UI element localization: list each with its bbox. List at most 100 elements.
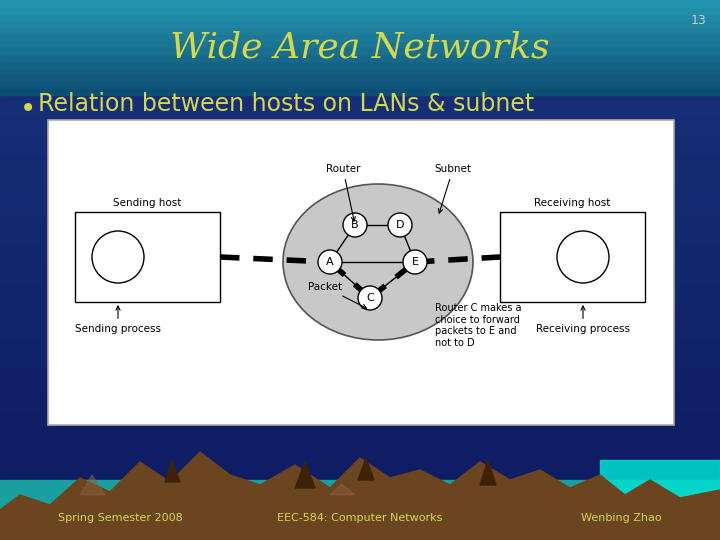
Bar — [0, 216, 720, 222]
Circle shape — [343, 213, 367, 237]
Ellipse shape — [283, 184, 473, 340]
Bar — [0, 256, 720, 263]
Bar — [0, 94, 720, 102]
Bar — [0, 60, 720, 68]
Bar — [0, 519, 720, 526]
Bar — [0, 249, 720, 256]
Polygon shape — [165, 460, 180, 482]
Bar — [0, 500, 720, 507]
Bar — [0, 148, 720, 156]
Bar — [0, 128, 720, 135]
Bar — [0, 162, 720, 168]
Text: Subnet: Subnet — [434, 164, 472, 213]
Bar — [0, 102, 720, 108]
Bar — [0, 378, 720, 384]
Circle shape — [388, 213, 412, 237]
Bar — [0, 411, 720, 418]
Bar — [0, 480, 720, 486]
Polygon shape — [480, 460, 496, 485]
Bar — [0, 237, 720, 243]
Bar — [0, 68, 720, 74]
Bar — [0, 189, 720, 195]
Text: D: D — [396, 220, 404, 230]
Text: Spring Semester 2008: Spring Semester 2008 — [58, 513, 183, 523]
Text: 13: 13 — [690, 14, 706, 27]
Bar — [0, 310, 720, 317]
Bar — [0, 446, 720, 453]
Bar — [0, 276, 720, 284]
Bar — [0, 6, 720, 14]
Bar — [0, 108, 720, 115]
Text: C: C — [366, 293, 374, 303]
Bar — [0, 432, 720, 438]
Bar — [0, 486, 720, 492]
Text: Wenbing Zhao: Wenbing Zhao — [581, 513, 662, 523]
Bar — [0, 141, 720, 149]
Bar — [0, 513, 720, 519]
Bar — [0, 324, 720, 330]
Bar — [0, 122, 720, 128]
Text: Router C makes a
choice to forward
packets to E and
not to D: Router C makes a choice to forward packe… — [435, 303, 521, 348]
Bar — [0, 392, 720, 399]
Circle shape — [358, 286, 382, 310]
Bar — [0, 418, 720, 426]
Bar — [0, 526, 720, 534]
Text: Relation between hosts on LANs & subnet: Relation between hosts on LANs & subnet — [38, 92, 534, 116]
Bar — [0, 303, 720, 310]
Bar — [0, 507, 720, 513]
Bar — [0, 33, 720, 40]
Bar — [0, 230, 720, 237]
Text: Receiving host: Receiving host — [534, 198, 611, 208]
Bar — [0, 27, 720, 33]
Text: E: E — [412, 257, 418, 267]
Bar — [0, 384, 720, 391]
Bar — [0, 372, 720, 378]
Text: Sending process: Sending process — [75, 306, 161, 334]
Polygon shape — [80, 475, 105, 495]
Bar — [0, 338, 720, 345]
Bar — [0, 399, 720, 405]
Bar — [0, 168, 720, 176]
Polygon shape — [358, 458, 374, 480]
Bar — [0, 195, 720, 202]
Bar — [0, 183, 720, 189]
Bar — [0, 243, 720, 249]
Bar — [0, 202, 720, 209]
Text: A: A — [326, 257, 334, 267]
Bar — [0, 351, 720, 357]
Bar — [0, 480, 720, 540]
Bar — [600, 460, 720, 540]
Bar — [0, 263, 720, 270]
Bar — [0, 284, 720, 291]
Text: EEC-584: Computer Networks: EEC-584: Computer Networks — [277, 513, 443, 523]
Bar — [0, 472, 720, 480]
Bar — [500, 212, 645, 302]
Text: Receiving process: Receiving process — [536, 306, 630, 334]
Bar — [0, 47, 720, 54]
Bar — [0, 291, 720, 297]
Bar — [0, 357, 720, 364]
Bar — [0, 20, 720, 27]
Bar — [0, 453, 720, 459]
Bar — [0, 317, 720, 324]
Circle shape — [318, 250, 342, 274]
Bar — [0, 270, 720, 276]
Bar — [0, 405, 720, 411]
Bar — [0, 364, 720, 372]
Bar — [0, 74, 720, 81]
Bar — [0, 330, 720, 338]
Text: Router: Router — [325, 164, 360, 221]
Bar — [0, 176, 720, 183]
Bar — [0, 81, 720, 87]
Bar — [0, 222, 720, 230]
Bar — [0, 345, 720, 351]
Text: Sending host: Sending host — [113, 198, 181, 208]
Bar — [0, 459, 720, 465]
Bar — [0, 492, 720, 500]
Bar — [0, 534, 720, 540]
Text: B: B — [351, 220, 359, 230]
Bar — [48, 120, 674, 425]
Text: Wide Area Networks: Wide Area Networks — [170, 30, 550, 64]
Bar — [0, 14, 720, 20]
Bar — [0, 209, 720, 216]
